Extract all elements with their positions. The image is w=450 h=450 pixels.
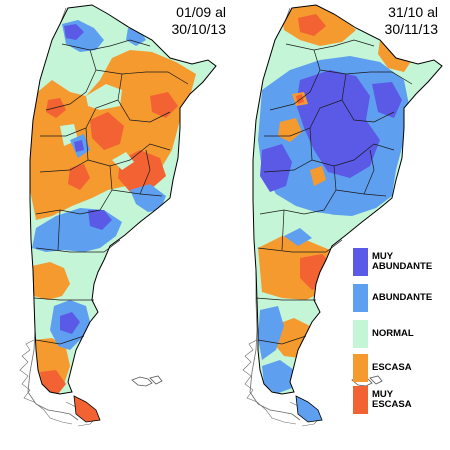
legend-item-normal: NORMAL	[353, 320, 448, 348]
malvinas-islands	[131, 375, 383, 387]
legend-label: ESCASA	[372, 362, 412, 373]
period-end: 30/11/13	[384, 21, 438, 37]
legend-label: MUY ABUNDANTE	[372, 251, 433, 272]
legend-swatch	[353, 320, 368, 348]
legend-item-muy-abundante: MUY ABUNDANTE	[353, 248, 448, 276]
period-end: 30/10/13	[171, 21, 227, 37]
map-left	[29, 4, 217, 423]
period-start: 01/09 al	[176, 4, 226, 20]
tierra-del-fuego-right	[295, 395, 323, 423]
legend-item-muy-escasa: MUY ESCASA	[353, 386, 448, 414]
map-right	[252, 4, 443, 423]
period-label-right: 31/10 al 30/11/13	[352, 4, 438, 38]
period-label-left: 01/09 al 30/10/13	[140, 4, 227, 38]
legend-label: ABUNDANTE	[372, 292, 433, 303]
legend-swatch	[353, 386, 368, 414]
province-boundaries-right	[255, 39, 413, 345]
legend-item-escasa: ESCASA	[353, 354, 448, 382]
legend-label: MUY ESCASA	[372, 389, 412, 410]
legend-swatch	[353, 354, 368, 382]
legend-item-abundante: ABUNDANTE	[353, 284, 448, 312]
province-boundaries-left	[33, 39, 189, 345]
tierra-del-fuego-left	[73, 395, 101, 423]
period-start: 31/10 al	[388, 4, 438, 20]
legend-label: NORMAL	[372, 328, 414, 339]
legend-swatch	[353, 248, 368, 276]
legend-swatch	[353, 284, 368, 312]
